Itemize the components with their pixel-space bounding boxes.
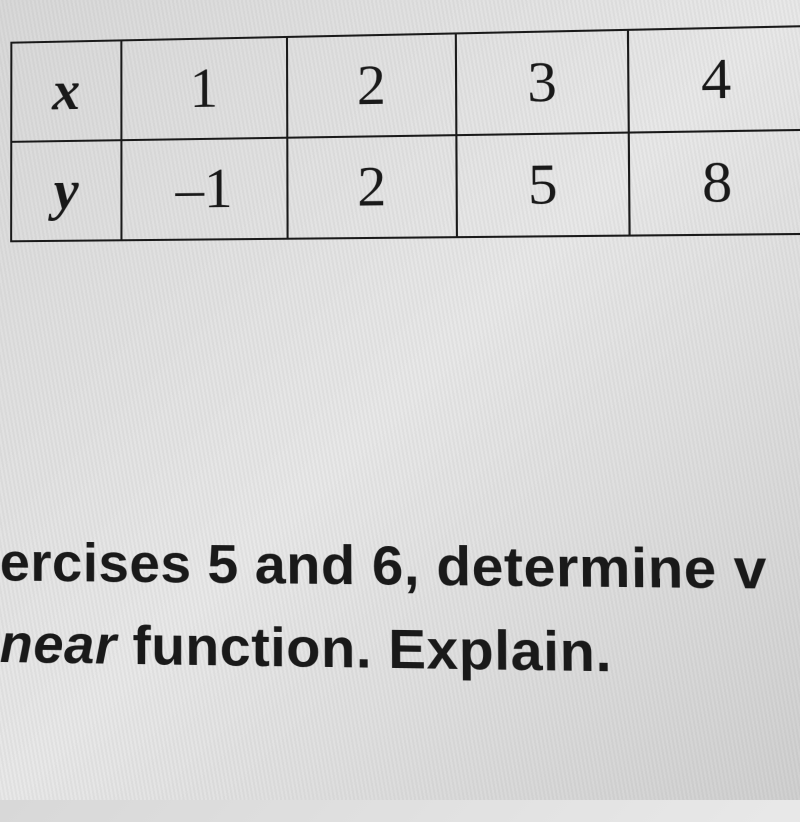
table-row: y –1 2 5 8 (11, 130, 800, 241)
xy-table: x 1 2 3 4 y –1 2 5 8 (10, 25, 800, 242)
row-header-x: x (11, 40, 121, 141)
table-row: x 1 2 3 4 (11, 26, 800, 142)
y-value-3: 5 (457, 133, 630, 238)
x-value-2: 2 (287, 33, 456, 137)
x-value-4: 4 (628, 26, 800, 132)
row-header-y: y (11, 140, 121, 241)
instruction-text: ercises 5 and 6, determine v near functi… (0, 522, 800, 699)
instruction-line-2: near function. Explain. (0, 604, 800, 699)
instruction-italic-fragment: near (0, 614, 117, 676)
y-value-4: 8 (629, 130, 800, 236)
x-value-1: 1 (121, 37, 287, 140)
x-value-3: 3 (456, 30, 629, 135)
instruction-line-1: ercises 5 and 6, determine v (0, 522, 800, 613)
y-value-2: 2 (287, 135, 457, 239)
instruction-rest: function. Explain. (117, 615, 613, 684)
page-surface: x 1 2 3 4 y –1 2 5 8 ercises 5 and 6, de… (0, 0, 800, 822)
y-value-1: –1 (121, 138, 287, 241)
